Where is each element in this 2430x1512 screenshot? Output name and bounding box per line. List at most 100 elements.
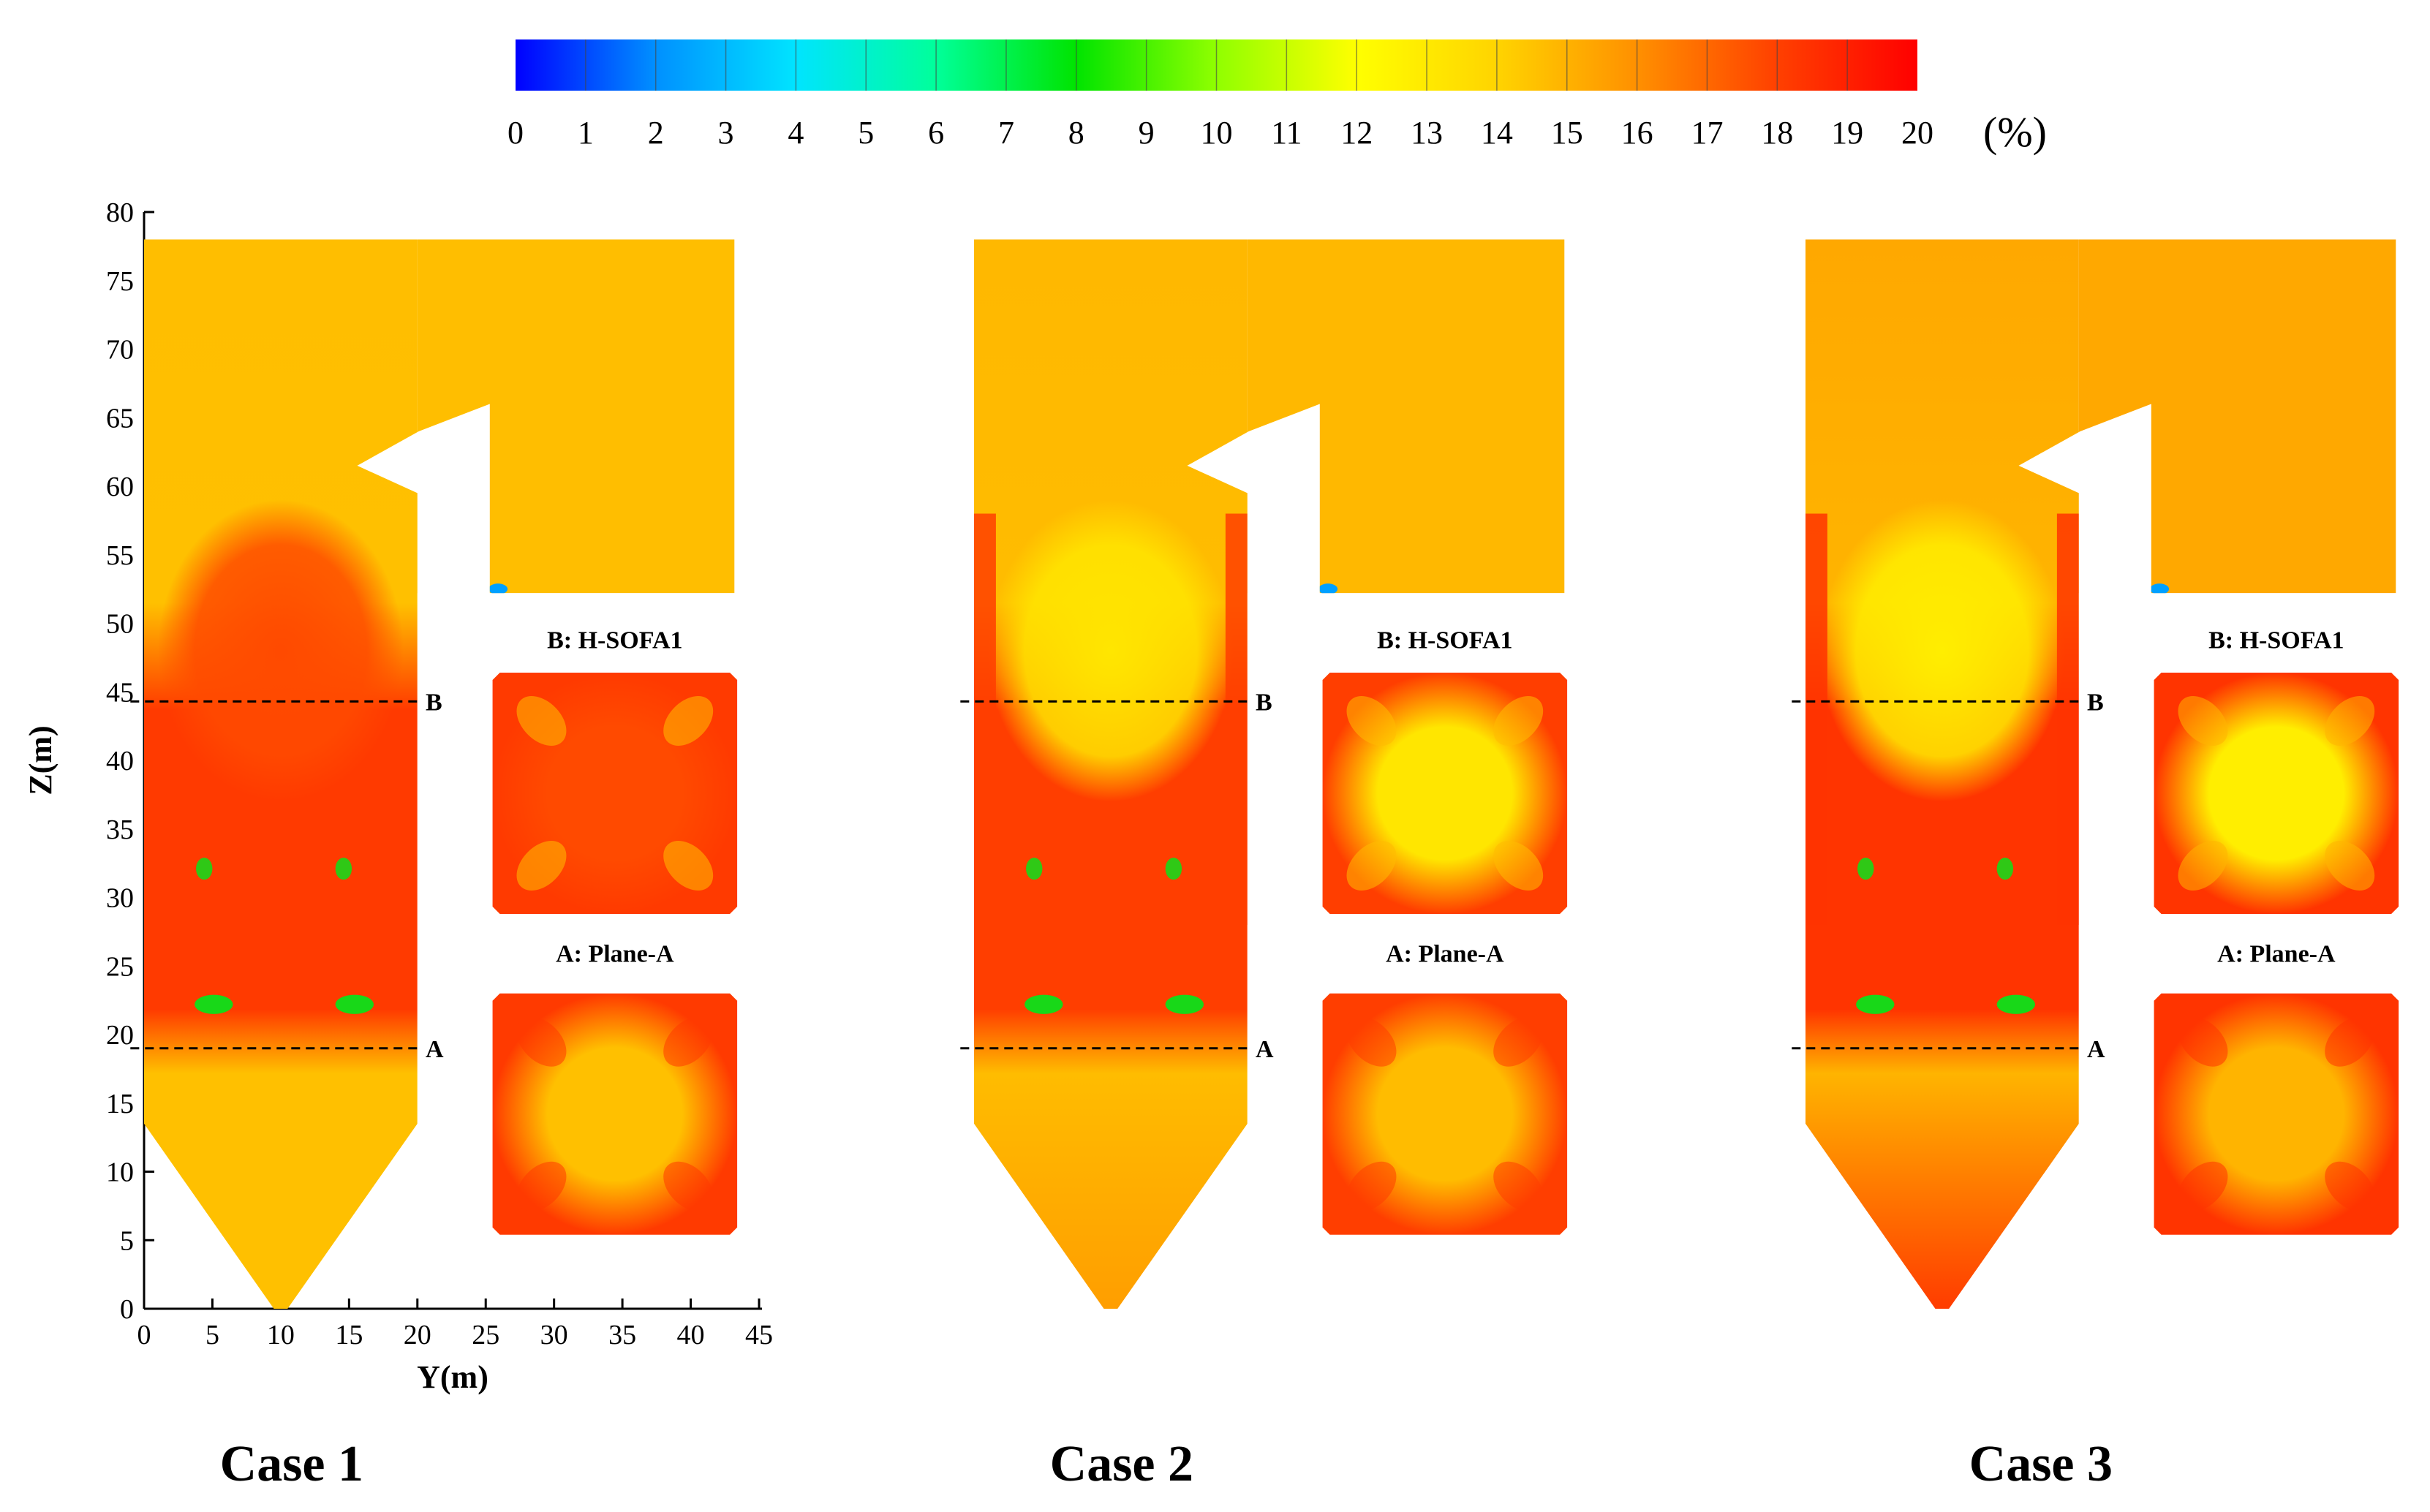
colorbar-tick-label: 8 xyxy=(1068,115,1084,151)
y-tick-label: 40 xyxy=(106,746,134,776)
x-ticks: 0 5 10 15 20 25 30 35 40 45 xyxy=(137,1299,773,1350)
plane-line-label: B xyxy=(426,689,442,716)
inset-swirls xyxy=(2178,1016,2375,1212)
x-tick-label: 35 xyxy=(608,1320,636,1350)
inset-title: B: H-SOFA1 xyxy=(2208,627,2344,654)
axis: 0 5 10 15 20 25 30 35 40 45 50 55 60 65 70 75 80 0 5 10 15 2… xyxy=(23,197,773,1395)
upper-burner-spot xyxy=(1026,858,1043,880)
colorbar-tick-label: 10 xyxy=(1201,115,1233,151)
plane-line-label: A xyxy=(2087,1036,2105,1063)
y-tick-label: 15 xyxy=(106,1089,134,1119)
colorbar-tick-label: 12 xyxy=(1340,115,1373,151)
inset-swirls xyxy=(1346,1016,1544,1212)
colorbar-tick-label: 18 xyxy=(1761,115,1793,151)
colorbar-tick-label: 9 xyxy=(1139,115,1155,151)
inset-swirl xyxy=(2178,1161,2228,1212)
colorbar-tick-label: 3 xyxy=(718,115,734,151)
colorbar-tick-label: 13 xyxy=(1411,115,1443,151)
plane-line-label: B xyxy=(1256,689,1272,716)
inset-swirl xyxy=(2325,1016,2375,1067)
burner-spot xyxy=(335,994,374,1014)
colorbar-tick-label: 16 xyxy=(1621,115,1653,151)
inset-swirl xyxy=(516,1016,567,1067)
plane-line-label: A xyxy=(1256,1036,1274,1063)
burner-spot xyxy=(1025,994,1063,1014)
inset-title: A: Plane-A xyxy=(2217,941,2336,968)
plane-line-label: B xyxy=(2087,689,2104,716)
inset-swirl xyxy=(2325,841,2375,891)
inset-swirls xyxy=(2178,696,2375,891)
colorbar-tick-label: 19 xyxy=(1831,115,1863,151)
x-tick-label: 10 xyxy=(267,1320,295,1350)
y-tick-label: 25 xyxy=(106,951,134,982)
colorbar-dividers xyxy=(585,39,1848,91)
inset-swirl xyxy=(516,841,567,891)
colorbar-tick-label: 1 xyxy=(578,115,594,151)
pass-inlet-spot xyxy=(2149,583,2170,595)
cases: B A B: H-SOFA1 A: Plane-A Case 1 B A B: H-SOFA1… xyxy=(130,239,2399,1492)
inset-swirl xyxy=(1346,696,1397,746)
colorbar-tick-label: 11 xyxy=(1271,115,1302,151)
y-tick-label: 45 xyxy=(106,677,134,708)
colorbar-tick-label: 0 xyxy=(507,115,524,151)
y-tick-label: 10 xyxy=(106,1157,134,1188)
pass-inlet-spot xyxy=(488,583,508,595)
y-tick-label: 70 xyxy=(106,335,134,366)
inset-swirl xyxy=(2178,841,2228,891)
inset-title: B: H-SOFA1 xyxy=(547,627,682,654)
burner-spot xyxy=(195,994,233,1014)
colorbar-tick-label: 20 xyxy=(1901,115,1933,151)
wall-band-left xyxy=(974,513,996,925)
upper-core-region xyxy=(157,499,404,802)
upper-burner-spot xyxy=(196,858,213,880)
wall-band-left xyxy=(1805,513,1827,925)
inset-swirl xyxy=(2325,1161,2375,1212)
colorbar-tick-label: 15 xyxy=(1551,115,1583,151)
inset-swirl xyxy=(663,1161,714,1212)
inset-swirl xyxy=(663,841,714,891)
inset-swirl xyxy=(1346,841,1397,891)
furnace-contour xyxy=(144,239,735,1309)
y-tick-label: 35 xyxy=(106,814,134,845)
burner-spot xyxy=(1856,994,1895,1014)
y-axis-title: Z(m) xyxy=(23,725,59,795)
y-tick-label: 30 xyxy=(106,883,134,914)
upper-burner-spot xyxy=(1857,858,1874,880)
pass-inlet-spot xyxy=(1318,583,1338,595)
horizontal-pass xyxy=(2078,239,2396,594)
y-ticks: 0 5 10 15 20 25 30 35 40 45 50 55 60 65 70 75 80 xyxy=(106,197,154,1325)
x-axis-title: Y(m) xyxy=(417,1359,488,1395)
colorbar-tick-label: 17 xyxy=(1691,115,1723,151)
colorbar-tick-label: 6 xyxy=(928,115,944,151)
case-title: Case 1 xyxy=(220,1436,363,1492)
colorbar: 0 1 2 3 4 5 6 7 8 9 10 11 12 13 14 15 16 17 18 19 20 (%) xyxy=(507,39,2047,156)
inset-swirl xyxy=(1493,696,1544,746)
x-tick-label: 30 xyxy=(540,1320,568,1350)
y-tick-label: 80 xyxy=(106,197,134,228)
case-panel: B A B: H-SOFA1 A: Plane-A Case 2 xyxy=(960,239,1568,1492)
inset-title: B: H-SOFA1 xyxy=(1377,627,1512,654)
upper-burner-spot xyxy=(1996,858,2014,880)
colorbar-tick-label: 7 xyxy=(998,115,1014,151)
furnace-contour xyxy=(1805,239,2396,1309)
inset-swirl xyxy=(2325,696,2375,746)
upper-core-region xyxy=(987,499,1234,802)
y-tick-label: 5 xyxy=(120,1225,134,1256)
x-tick-label: 0 xyxy=(137,1320,151,1350)
inset-swirl xyxy=(1346,1161,1397,1212)
inset-swirls xyxy=(516,1016,714,1212)
inset-swirl xyxy=(1346,1016,1397,1067)
colorbar-ticks: 0 1 2 3 4 5 6 7 8 9 10 11 12 13 14 15 16 17 18 19 20 xyxy=(507,115,1933,151)
inset-swirl xyxy=(2178,696,2228,746)
inset-title: A: Plane-A xyxy=(556,941,674,968)
y-tick-label: 60 xyxy=(106,472,134,502)
colorbar-tick-label: 14 xyxy=(1481,115,1513,151)
case-panel: B A B: H-SOFA1 A: Plane-A Case 3 xyxy=(1792,239,2399,1492)
y-tick-label: 55 xyxy=(106,540,134,571)
inset-swirl xyxy=(663,1016,714,1067)
horizontal-pass xyxy=(1247,239,1565,594)
colorbar-tick-label: 2 xyxy=(648,115,664,151)
burner-spot xyxy=(1996,994,2035,1014)
upper-burner-spot xyxy=(335,858,352,880)
